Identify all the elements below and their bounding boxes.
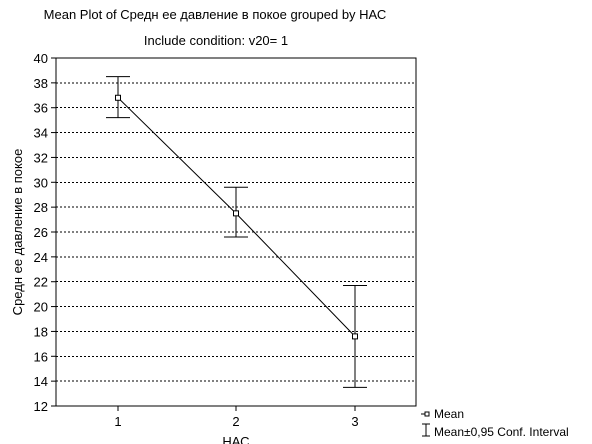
- y-tick-label-14: 14: [34, 374, 48, 389]
- legend-ci-label: Mean±0,95 Conf. Interval: [434, 425, 569, 439]
- x-axis-ticks: 1 2 3: [114, 406, 359, 429]
- x-tick-label-3: 3: [351, 414, 358, 429]
- legend-mean-marker: [424, 411, 430, 417]
- chart-subtitle: Include condition: v20= 1: [144, 33, 288, 48]
- legend: Mean Mean±0,95 Conf. Interval: [421, 407, 569, 439]
- chart-title: Mean Plot of Средн ее давление в покое g…: [44, 7, 387, 22]
- mean-point-3: [352, 333, 358, 340]
- legend-mean-label: Mean: [434, 407, 464, 421]
- grid-lines: [56, 82, 416, 382]
- x-tick-label-2: 2: [232, 414, 239, 429]
- y-tick-label-40: 40: [34, 51, 48, 66]
- mean-point-2: [233, 210, 239, 217]
- y-tick-label-38: 38: [34, 76, 48, 91]
- y-tick-label-18: 18: [34, 324, 48, 339]
- y-tick-label-36: 36: [34, 101, 48, 116]
- y-tick-label-30: 30: [34, 175, 48, 190]
- x-tick-label-1: 1: [114, 414, 121, 429]
- y-tick-label-22: 22: [34, 275, 48, 290]
- y-tick-label-16: 16: [34, 349, 48, 364]
- mean-point-1: [115, 94, 121, 101]
- y-tick-label-28: 28: [34, 200, 48, 215]
- x-axis-label: НАС: [222, 434, 249, 444]
- y-tick-label-26: 26: [34, 225, 48, 240]
- y-tick-label-24: 24: [34, 250, 48, 265]
- y-tick-label-34: 34: [34, 126, 48, 141]
- y-axis-label: Средн ее давление в покое: [10, 149, 25, 316]
- series-mean: [106, 76, 367, 388]
- y-tick-label-20: 20: [34, 300, 48, 315]
- y-tick-label-12: 12: [34, 399, 48, 414]
- y-axis-ticks: 12 14 16 18 20 22 24 26 28 30 32 34 36 38 40: [34, 51, 56, 414]
- y-tick-label-32: 32: [34, 150, 48, 165]
